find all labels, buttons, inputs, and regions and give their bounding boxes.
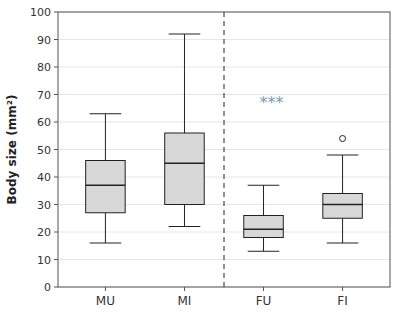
y-tick	[54, 12, 58, 13]
y-tick-label: 100	[30, 6, 51, 19]
y-tick-label: 20	[37, 226, 51, 239]
x-tick-label: FI	[337, 294, 347, 308]
box-group	[244, 185, 284, 251]
cap-high	[248, 185, 280, 186]
y-tick-label: 50	[37, 144, 51, 157]
cap-low	[327, 243, 359, 244]
box	[165, 133, 205, 205]
median	[165, 163, 205, 165]
outlier	[340, 136, 346, 142]
y-tick	[54, 39, 58, 40]
cap-high	[327, 155, 359, 156]
cap-high	[169, 34, 201, 35]
cap-low	[90, 243, 122, 244]
chart: 0102030405060708090100Body size (mm²)MUM…	[0, 0, 400, 317]
whisker-high	[342, 155, 343, 194]
y-axis: 0 10 20 30 40 50 60 70 80 90 100	[30, 6, 390, 294]
whisker-high	[184, 34, 185, 133]
y-tick	[54, 232, 58, 233]
y-tick	[54, 149, 58, 150]
x-tick	[342, 287, 343, 291]
y-tick	[54, 259, 58, 260]
divider-line	[224, 12, 225, 287]
x-tick-label: MU	[96, 294, 115, 308]
median	[244, 229, 284, 231]
box	[323, 194, 363, 219]
y-tick	[54, 204, 58, 205]
y-axis-label: Body size (mm²)	[5, 95, 19, 205]
box-group	[165, 34, 205, 227]
y-tick	[54, 67, 58, 68]
x-axis: MU MI FU FI	[96, 287, 348, 308]
whisker-low	[263, 238, 264, 252]
y-tick	[54, 287, 58, 288]
y-tick-label: 40	[37, 171, 51, 184]
cap-high	[90, 113, 122, 114]
y-tick-label: 10	[37, 254, 51, 267]
whisker-low	[105, 213, 106, 243]
cap-low	[169, 226, 201, 227]
y-tick	[54, 177, 58, 178]
x-tick	[263, 287, 264, 291]
median	[323, 204, 363, 206]
x-tick	[184, 287, 185, 291]
y-tick-label: 0	[44, 281, 51, 294]
whisker-low	[342, 218, 343, 243]
plot-area	[86, 12, 363, 287]
x-tick-label: FU	[256, 294, 272, 308]
whisker-high	[105, 114, 106, 161]
cap-low	[248, 251, 280, 252]
y-tick	[54, 122, 58, 123]
y-tick-label: 80	[37, 61, 51, 74]
whisker-high	[263, 185, 264, 215]
y-tick-label: 60	[37, 116, 51, 129]
y-tick-label: 30	[37, 199, 51, 212]
y-tick-label: 70	[37, 89, 51, 102]
box	[244, 216, 284, 238]
y-tick	[54, 94, 58, 95]
median	[86, 185, 126, 187]
x-tick	[105, 287, 106, 291]
box-group	[86, 114, 126, 243]
plot-frame	[58, 12, 390, 287]
box	[86, 161, 126, 213]
y-tick-label: 90	[37, 34, 51, 47]
box-group	[323, 136, 363, 244]
whisker-low	[184, 205, 185, 227]
annotation: ***	[259, 93, 283, 112]
x-tick-label: MI	[178, 294, 192, 308]
